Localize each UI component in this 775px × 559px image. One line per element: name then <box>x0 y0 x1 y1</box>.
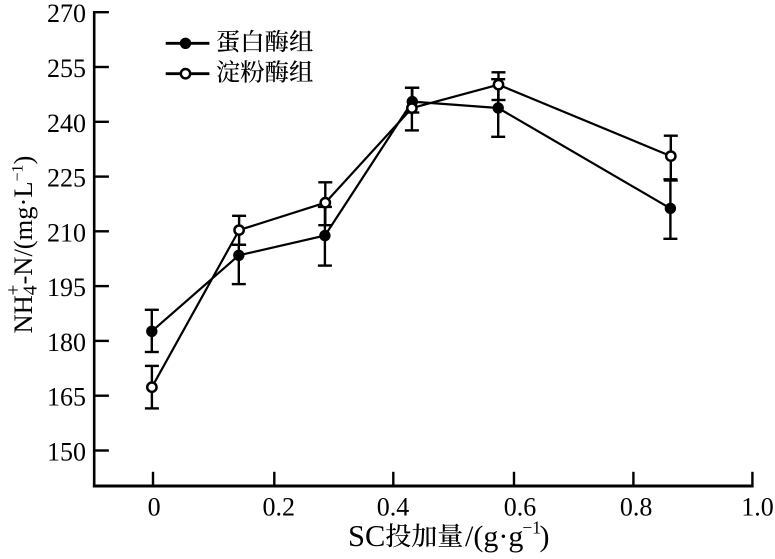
svg-text:SC: SC <box>348 519 385 553</box>
svg-text:/(g·g−1): /(g·g−1) <box>465 518 549 554</box>
svg-text:210: 210 <box>47 218 86 247</box>
svg-text:0.8: 0.8 <box>620 493 653 522</box>
svg-text:255: 255 <box>47 54 86 83</box>
svg-text:0.6: 0.6 <box>504 493 537 522</box>
svg-text:195: 195 <box>47 273 86 302</box>
svg-text:0: 0 <box>148 493 161 522</box>
svg-text:NH4+-N/(mg·L−1): NH4+-N/(mg·L−1) <box>3 156 41 334</box>
svg-text:240: 240 <box>47 109 86 138</box>
svg-text:150: 150 <box>47 438 86 467</box>
svg-text:270: 270 <box>47 0 86 28</box>
svg-text:165: 165 <box>47 383 86 412</box>
svg-text:180: 180 <box>47 328 86 357</box>
svg-text:225: 225 <box>47 164 86 193</box>
svg-text:0.2: 0.2 <box>263 493 296 522</box>
svg-text:0.4: 0.4 <box>377 493 410 522</box>
svg-text:1.0: 1.0 <box>741 493 774 522</box>
